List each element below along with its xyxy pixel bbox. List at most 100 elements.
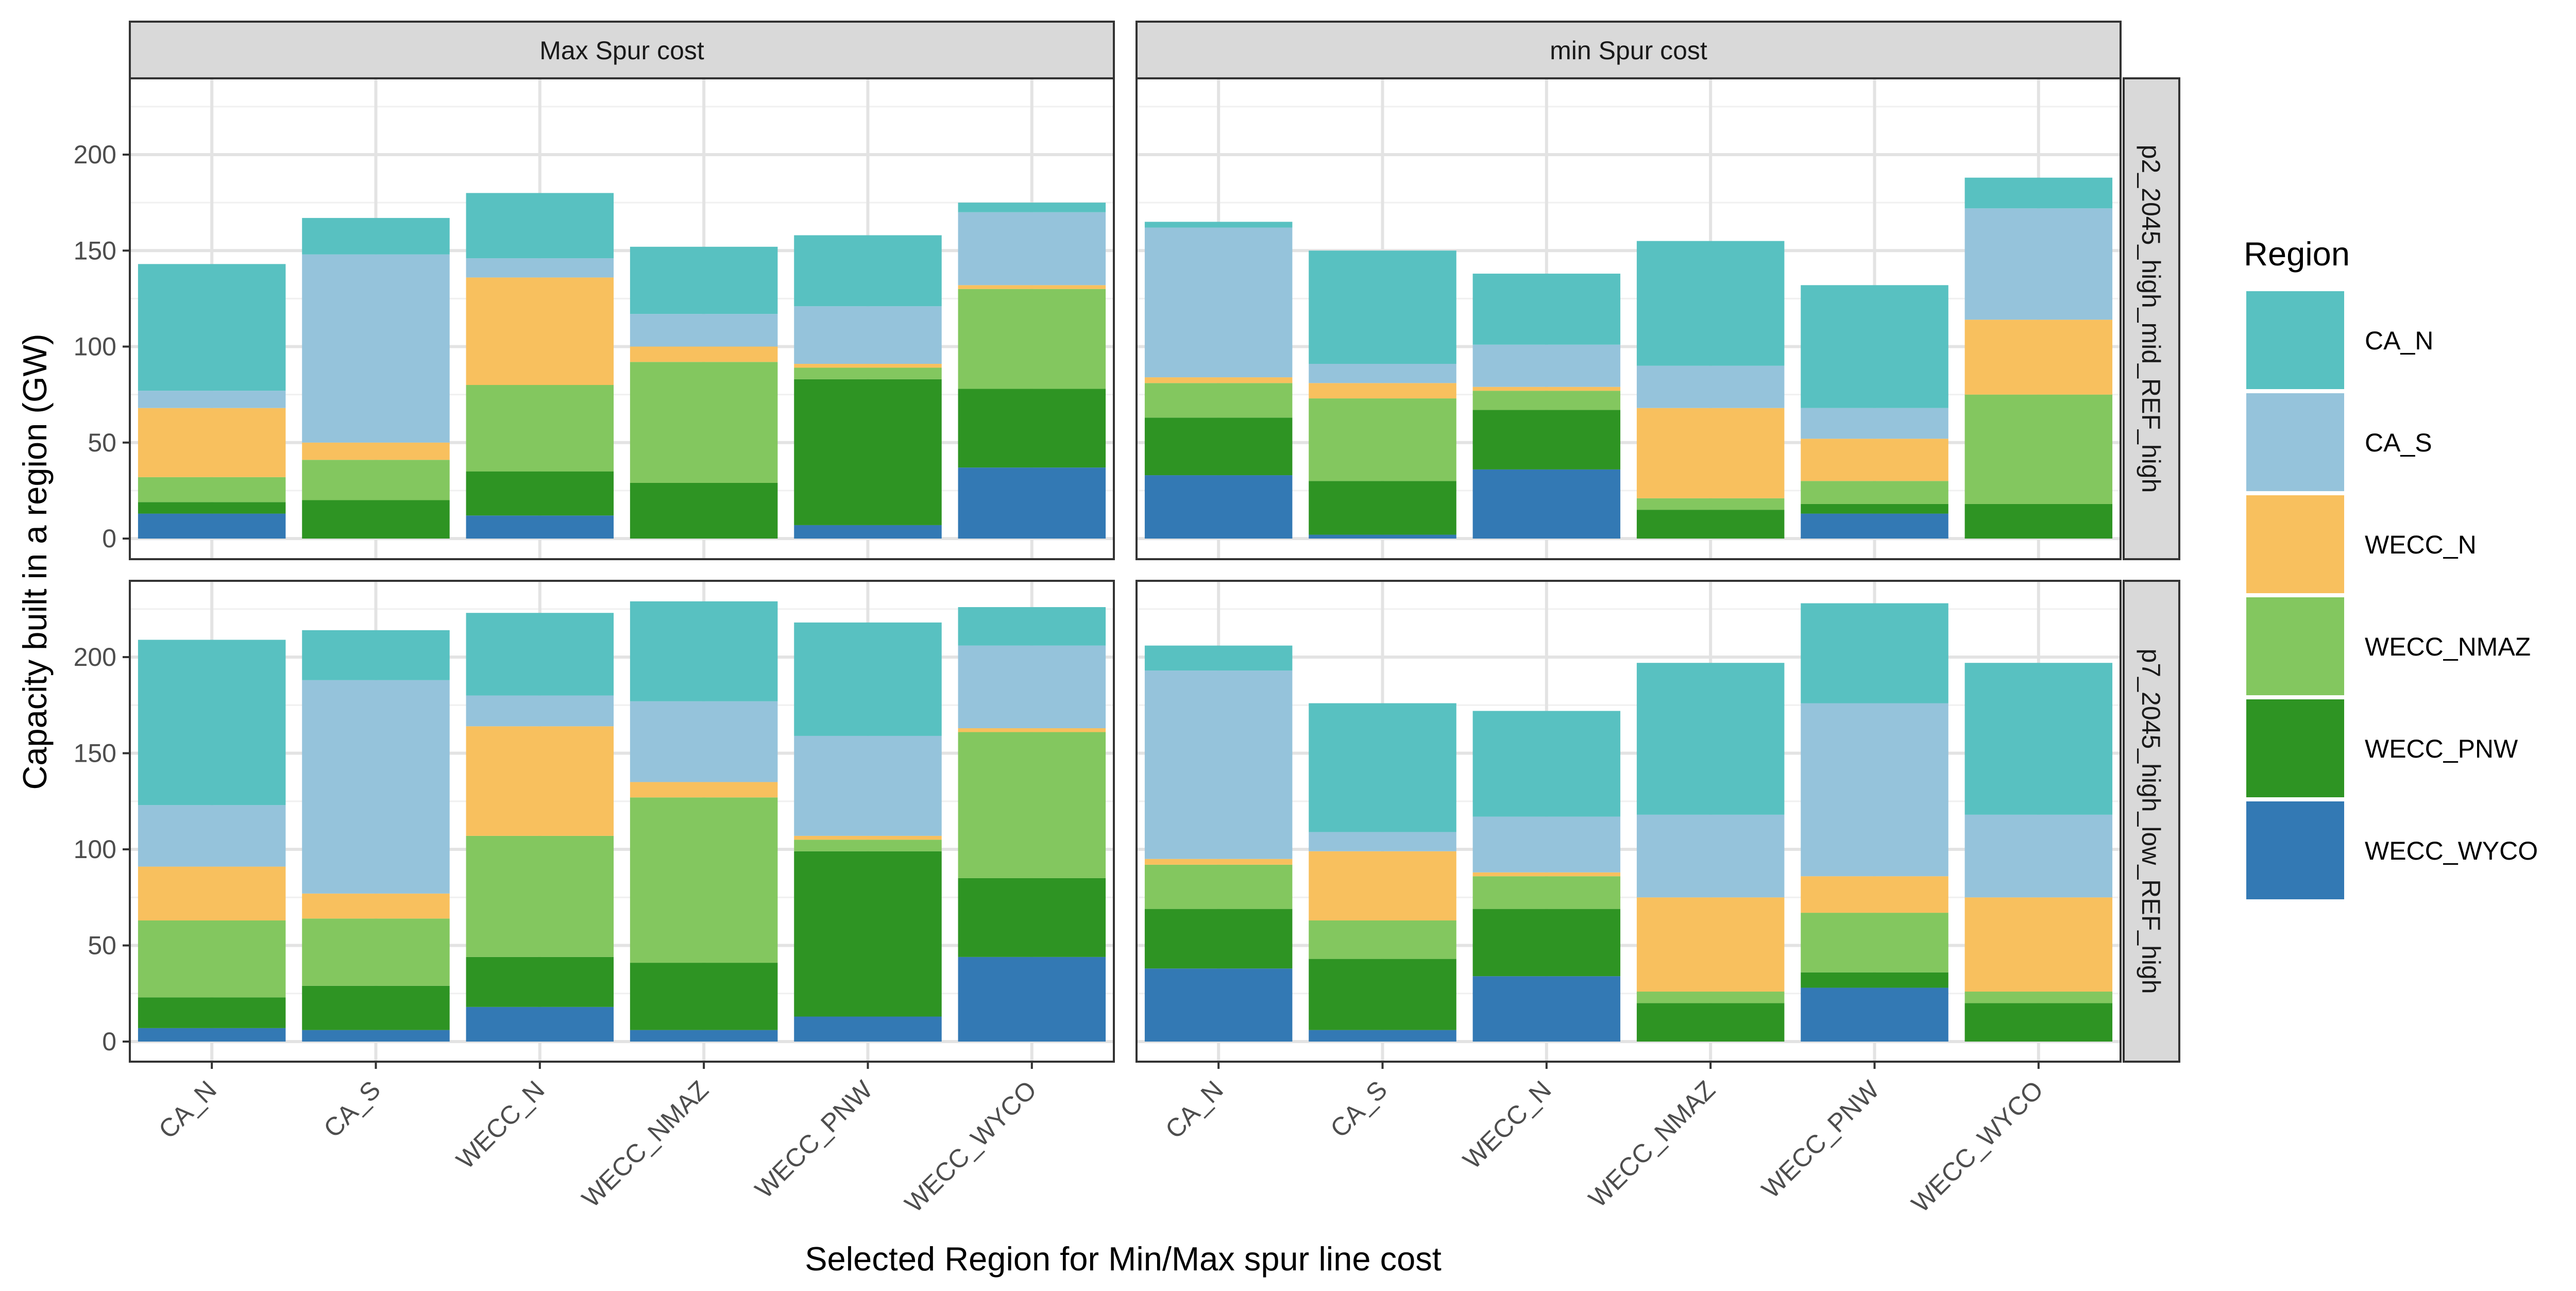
bar-segment-wecc-pnw-ca-n: [1144, 417, 1293, 476]
legend: Region CA_N CA_S WECC_N WECC_NMAZ WECC_PNW WE…: [2244, 235, 2538, 899]
bar-segment-wecc-pnw-wecc-pnw: [794, 851, 942, 1017]
bar-segment-wecc-n-wecc-pnw: [794, 835, 942, 840]
legend-label-wecc-n: WECC_N: [2365, 530, 2477, 559]
bar-segment-wecc-nmaz-ca-s: [302, 918, 450, 986]
bar-segment-wecc-pnw-wecc-nmaz: [1636, 510, 1785, 539]
bar-segment-ca-n-ca-n: [138, 264, 286, 391]
bar-segment-wecc-pnw-ca-s: [302, 500, 450, 539]
bar-segment-wecc-pnw-wecc-pnw: [794, 379, 942, 525]
bar-segment-ca-s-wecc-n: [1472, 344, 1621, 387]
bar-segment-wecc-wyco-ca-n: [138, 513, 286, 539]
panel-4: [1136, 580, 2122, 1063]
bar-segment-wecc-n-wecc-pnw: [1801, 439, 1948, 481]
panel-border: [1136, 580, 2122, 1063]
bar-segment-ca-n-wecc-n: [1472, 711, 1621, 817]
bar-segment-ca-s-wecc-nmaz: [1636, 814, 1785, 898]
panel-background: [1137, 78, 2121, 559]
bar-segment-wecc-wyco-wecc-nmaz: [630, 1030, 778, 1042]
panel-background: [130, 581, 1114, 1062]
bar-segment-wecc-n-wecc-n: [466, 277, 614, 385]
x-tick-label: CA_S: [1325, 1075, 1393, 1143]
bar-segment-wecc-nmaz-wecc-n: [466, 835, 614, 957]
legend-label-wecc-wyco: WECC_WYCO: [2365, 836, 2538, 865]
y-tick-label: 50: [88, 428, 116, 457]
bar-segment-wecc-nmaz-wecc-pnw: [1801, 481, 1948, 504]
bar-segment-ca-n-ca-n: [1144, 645, 1293, 671]
bar-segment-wecc-n-wecc-nmaz: [630, 346, 778, 362]
bar-segment-ca-s-wecc-nmaz: [630, 701, 778, 782]
bar-segment-wecc-n-ca-n: [138, 866, 286, 921]
y-tick-label: 200: [74, 140, 116, 169]
legend-label-wecc-nmaz: WECC_NMAZ: [2365, 632, 2531, 661]
bar-segment-wecc-pnw-wecc-n: [466, 957, 614, 1007]
y-tick-label: 100: [74, 835, 116, 864]
bar-segment-wecc-nmaz-wecc-wyco: [1964, 394, 2113, 504]
bar-segment-wecc-nmaz-wecc-n: [1472, 391, 1621, 410]
bar-segment-ca-s-wecc-pnw: [1801, 408, 1948, 439]
bar-segment-wecc-nmaz-ca-n: [138, 920, 286, 998]
bar-segment-ca-s-ca-n: [1144, 227, 1293, 378]
bar-segment-ca-s-wecc-nmaz: [630, 314, 778, 347]
bar-segment-ca-s-wecc-wyco: [1964, 208, 2113, 320]
panel-2: [1136, 77, 2122, 560]
bar-segment-ca-n-wecc-wyco: [958, 607, 1106, 646]
x-tick-label: WECC_NMAZ: [1583, 1075, 1721, 1213]
bar-segment-wecc-nmaz-wecc-wyco: [1964, 992, 2113, 1003]
x-tick-label: WECC_N: [1458, 1075, 1557, 1175]
x-tick-label: CA_S: [318, 1075, 386, 1143]
y-tick-label: 200: [74, 643, 116, 672]
legend-key-ca-s: [2246, 393, 2344, 491]
y-tick-label: 150: [74, 739, 116, 768]
x-tick-label: WECC_WYCO: [899, 1075, 1042, 1218]
bar-segment-wecc-wyco-wecc-pnw: [794, 525, 942, 539]
bar-segment-ca-s-wecc-pnw: [1801, 703, 1948, 877]
bar-segment-wecc-n-wecc-pnw: [1801, 876, 1948, 913]
bar-segment-ca-n-ca-n: [1144, 222, 1293, 228]
bar-segment-wecc-n-ca-s: [1309, 851, 1456, 921]
y-tick-label: 100: [74, 332, 116, 361]
bar-segment-wecc-pnw-wecc-wyco: [958, 878, 1106, 957]
x-tick-label: WECC_PNW: [750, 1075, 878, 1204]
bar-segment-wecc-pnw-wecc-nmaz: [630, 482, 778, 539]
bar-segment-wecc-pnw-wecc-pnw: [1801, 972, 1948, 988]
bar-segment-wecc-pnw-wecc-n: [466, 471, 614, 516]
bar-segment-ca-s-wecc-wyco: [958, 212, 1106, 286]
bar-segment-wecc-n-wecc-wyco: [958, 285, 1106, 289]
bar-segment-wecc-wyco-ca-s: [302, 1030, 450, 1042]
legend-key-wecc-pnw: [2246, 699, 2344, 797]
bar-segment-wecc-pnw-ca-n: [138, 502, 286, 514]
bar-segment-wecc-n-ca-s: [302, 442, 450, 460]
bar-segment-ca-n-ca-n: [138, 640, 286, 806]
x-tick-label: WECC_PNW: [1756, 1075, 1885, 1204]
bar-segment-ca-n-wecc-wyco: [1964, 663, 2113, 815]
y-tick-label: 0: [102, 524, 116, 553]
bar-segment-wecc-nmaz-wecc-nmaz: [630, 362, 778, 483]
facet-strip-row: [2123, 77, 2180, 560]
bar-segment-ca-n-wecc-n: [466, 193, 614, 259]
bar-segment-ca-n-ca-s: [1309, 250, 1456, 364]
bar-segment-ca-s-ca-s: [1309, 832, 1456, 851]
bar-segment-wecc-nmaz-ca-s: [1309, 398, 1456, 481]
bar-segment-wecc-wyco-wecc-n: [1472, 976, 1621, 1042]
bar-segment-wecc-n-wecc-wyco: [1964, 320, 2113, 395]
bar-segment-wecc-pnw-ca-s: [1309, 481, 1456, 535]
x-tick-label: CA_N: [1160, 1075, 1229, 1144]
panel-3: [129, 580, 1115, 1063]
bar-segment-wecc-n-wecc-n: [1472, 387, 1621, 391]
bar-segment-wecc-n-wecc-n: [466, 726, 614, 836]
bar-segment-wecc-n-wecc-nmaz: [630, 782, 778, 798]
bar-segment-wecc-wyco-ca-s: [1309, 534, 1456, 539]
bar-segment-ca-n-ca-s: [302, 217, 450, 255]
bar-segment-ca-s-wecc-n: [1472, 816, 1621, 873]
bar-segment-ca-n-wecc-pnw: [1801, 603, 1948, 703]
bar-segment-wecc-wyco-wecc-pnw: [1801, 987, 1948, 1042]
bar-segment-wecc-wyco-ca-n: [1144, 968, 1293, 1042]
x-tick-label: WECC_WYCO: [1906, 1075, 2048, 1218]
bar-segment-ca-s-wecc-pnw: [794, 735, 942, 836]
facet-strip-column: [129, 21, 1115, 79]
legend-key-wecc-n: [2246, 495, 2344, 593]
bar-segment-ca-n-ca-s: [1309, 703, 1456, 832]
bar-segment-ca-n-wecc-wyco: [958, 203, 1106, 212]
